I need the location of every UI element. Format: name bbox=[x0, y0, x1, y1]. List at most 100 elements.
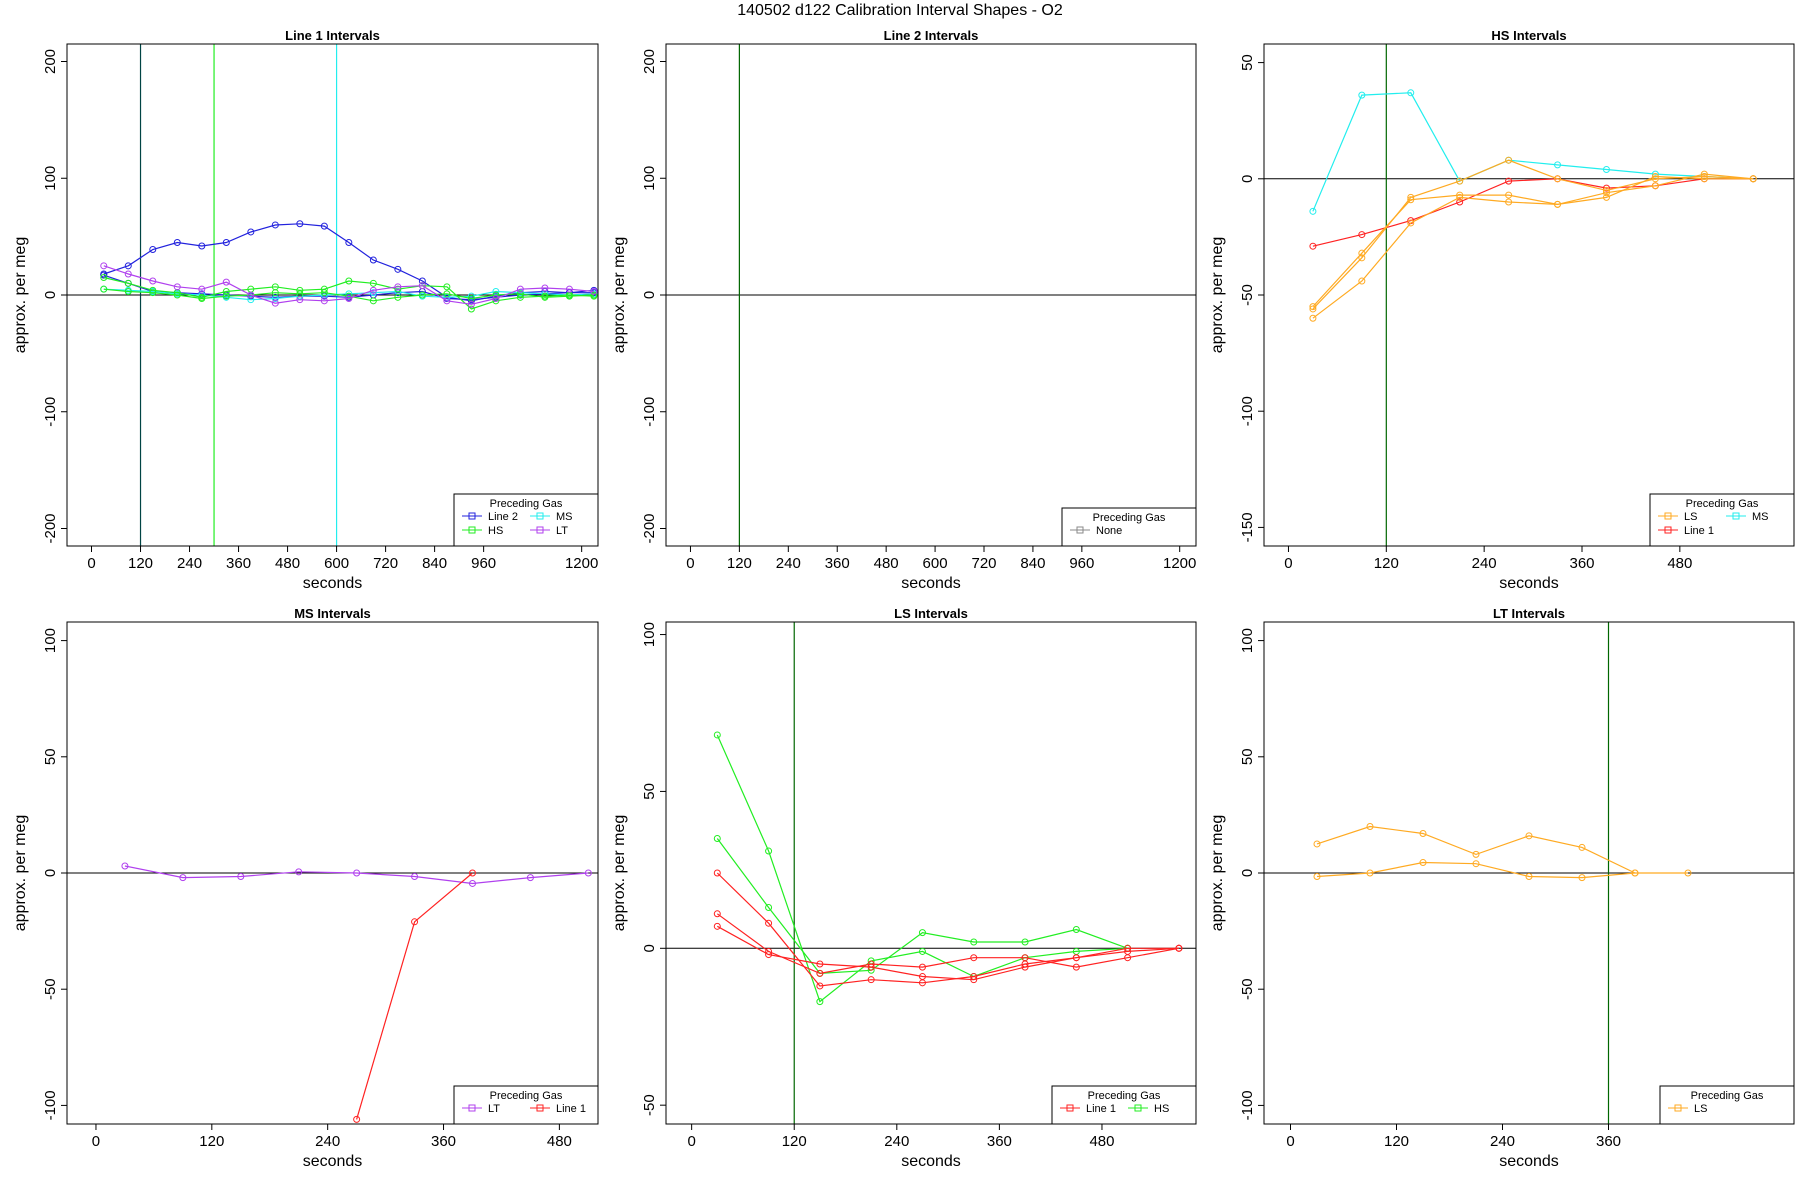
data-point bbox=[765, 847, 773, 855]
data-point bbox=[713, 834, 721, 842]
y-axis-label: approx. per meg bbox=[12, 237, 29, 354]
series-group bbox=[1313, 823, 1692, 882]
x-axis-label: seconds bbox=[901, 575, 961, 592]
series-line bbox=[716, 872, 1179, 987]
data-point bbox=[1578, 843, 1586, 851]
data-point bbox=[1456, 177, 1464, 185]
data-point bbox=[1407, 219, 1415, 227]
data-point bbox=[418, 282, 426, 290]
data-point bbox=[149, 286, 157, 294]
data-point bbox=[1505, 177, 1513, 185]
x-tick-label: 480 bbox=[1667, 555, 1692, 572]
data-point bbox=[1175, 944, 1183, 952]
legend-box bbox=[453, 1085, 599, 1125]
data-point bbox=[918, 963, 926, 971]
panel-2: Line 2 Intervals 0 120 240 360 480 600 720 840 96… bbox=[611, 28, 1197, 592]
data-point bbox=[247, 296, 255, 304]
x-tick-label: 600 bbox=[324, 555, 349, 572]
data-point bbox=[1631, 869, 1639, 877]
data-point bbox=[418, 291, 426, 299]
data-point bbox=[468, 869, 476, 877]
data-point bbox=[1651, 182, 1659, 190]
legend-entry-label: HS bbox=[1154, 1103, 1169, 1115]
x-tick-label: 480 bbox=[547, 1133, 572, 1150]
data-point bbox=[1602, 184, 1610, 192]
data-point bbox=[1602, 186, 1610, 194]
legend-title: Preceding Gas bbox=[1686, 498, 1759, 510]
data-point bbox=[222, 238, 230, 246]
data-point bbox=[867, 976, 875, 984]
legend-entry-label: LT bbox=[556, 525, 568, 537]
series-group bbox=[713, 731, 1183, 1006]
data-point bbox=[100, 262, 108, 270]
data-point bbox=[394, 285, 402, 293]
data-point bbox=[1309, 314, 1317, 322]
data-point bbox=[816, 998, 824, 1006]
panel-title: HS Intervals bbox=[1491, 28, 1566, 43]
data-point bbox=[1749, 175, 1757, 183]
data-point bbox=[765, 951, 773, 959]
x-tick-label: 240 bbox=[315, 1133, 340, 1150]
series-line bbox=[717, 925, 1179, 981]
data-point bbox=[867, 963, 875, 971]
data-point bbox=[345, 290, 353, 298]
data-point bbox=[369, 256, 377, 264]
data-point bbox=[1366, 869, 1374, 877]
series-line bbox=[103, 276, 594, 310]
legend-entry-label: LS bbox=[1684, 511, 1697, 523]
panel-3: HS Intervals 0 120 240 360 480 -150 -100 -50 0 50 s… bbox=[1209, 28, 1795, 592]
y-tick-label: 50 bbox=[641, 783, 658, 800]
data-point bbox=[1554, 161, 1562, 169]
data-point bbox=[1456, 193, 1464, 201]
data-point bbox=[590, 291, 598, 299]
data-point bbox=[345, 292, 353, 300]
data-point bbox=[369, 297, 377, 305]
x-tick-label: 840 bbox=[422, 555, 447, 572]
legend-swatch-marker bbox=[1732, 512, 1740, 520]
data-point bbox=[149, 277, 157, 285]
legend-entry-label: LT bbox=[488, 1103, 500, 1115]
legend-swatch-marker bbox=[1076, 526, 1084, 534]
series-line bbox=[716, 838, 1128, 975]
data-point bbox=[816, 969, 824, 977]
data-point bbox=[1700, 175, 1708, 183]
data-point bbox=[149, 289, 157, 297]
y-axis-label: approx. per meg bbox=[611, 237, 628, 354]
data-point bbox=[584, 869, 592, 877]
x-tick-label: 120 bbox=[128, 555, 153, 572]
y-tick-label: 100 bbox=[42, 628, 59, 653]
data-point bbox=[590, 287, 598, 295]
data-point bbox=[1554, 175, 1562, 183]
data-point bbox=[296, 296, 304, 304]
x-tick-label: 360 bbox=[1569, 555, 1594, 572]
data-point bbox=[1525, 832, 1533, 840]
data-point bbox=[713, 731, 721, 739]
legend-title: Preceding Gas bbox=[1093, 512, 1166, 524]
data-point bbox=[198, 242, 206, 250]
data-point bbox=[345, 277, 353, 285]
panel-6: LT Intervals 0 120 240 360 -100 -50 0 50 100 secon… bbox=[1209, 606, 1795, 1170]
x-tick-label: 720 bbox=[373, 555, 398, 572]
panel-4: MS Intervals 0 120 240 360 480 -100 -50 0 50 100 se… bbox=[12, 606, 599, 1170]
data-point bbox=[1472, 860, 1480, 868]
data-point bbox=[918, 947, 926, 955]
x-tick-label: 480 bbox=[874, 555, 899, 572]
data-point bbox=[179, 874, 187, 882]
y-tick-label: -50 bbox=[42, 978, 59, 1000]
legend-title: Preceding Gas bbox=[1088, 1090, 1161, 1102]
data-point bbox=[100, 271, 108, 279]
legend-entry-label: HS bbox=[488, 525, 503, 537]
data-point bbox=[247, 228, 255, 236]
legend-entry-label: Line 1 bbox=[1086, 1103, 1116, 1115]
x-tick-label: 480 bbox=[275, 555, 300, 572]
y-tick-label: -100 bbox=[641, 397, 658, 427]
data-point bbox=[124, 279, 132, 287]
data-point bbox=[467, 292, 475, 300]
data-point bbox=[565, 285, 573, 293]
y-tick-label: 0 bbox=[1239, 175, 1256, 183]
series-line bbox=[716, 913, 1180, 975]
series-line bbox=[1316, 825, 1636, 874]
series-group bbox=[121, 862, 592, 1123]
